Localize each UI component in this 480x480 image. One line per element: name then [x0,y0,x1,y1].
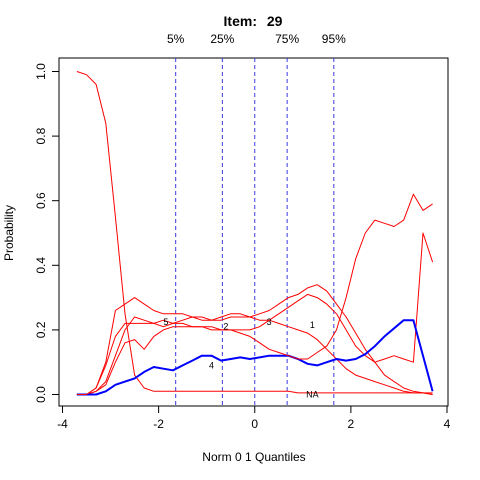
y-tick-label: 0.4 [34,257,48,274]
curve-label-na: NA [306,390,319,400]
quantile-label: 95% [322,32,346,46]
x-tick-label: 2 [348,417,355,431]
y-tick-label: 0.2 [34,321,48,338]
chart-title: Item: 29 [224,13,283,29]
quantile-label: 5% [167,32,185,46]
curve-label-2: 2 [223,322,228,332]
x-tick-label: -2 [153,417,164,431]
curve-label-3: 3 [267,317,272,327]
chart-title-prefix: Item: [224,13,257,29]
series-lines [76,71,434,396]
x-tick-label: -4 [57,417,68,431]
series-line-4 [76,319,434,396]
y-axis-title: Probability [2,205,16,261]
curve-label-1: 1 [310,320,315,330]
series-line-2 [76,284,433,395]
series-line-na [76,71,433,394]
curve-labels: NA 1 2 3 4 5 [163,317,318,400]
x-axis-title: Norm 0 1 Quantiles [202,450,305,464]
y-axis: 0.0 0.2 0.4 0.6 0.8 1.0 [34,63,60,403]
quantile-lines [175,58,335,406]
curve-label-4: 4 [209,360,214,370]
chart-title-number: 29 [267,13,283,29]
x-tick-label: 4 [444,417,451,431]
quantile-labels: 5% 25% 75% 95% [167,32,346,46]
series-line-5 [76,193,433,395]
series-line-1 [76,297,433,395]
svg-text:Item: 29: Item: 29 [224,13,283,29]
y-tick-label: 0.6 [34,192,48,209]
x-tick-label: 0 [251,417,258,431]
y-tick-label: 0.0 [34,386,48,403]
quantile-label: 25% [210,32,234,46]
y-tick-label: 0.8 [34,127,48,144]
x-axis: -4 -2 0 2 4 [57,405,451,431]
series-line-3 [76,232,434,395]
y-tick-label: 1.0 [34,63,48,80]
quantile-label: 75% [275,32,299,46]
curve-label-5: 5 [163,317,168,327]
